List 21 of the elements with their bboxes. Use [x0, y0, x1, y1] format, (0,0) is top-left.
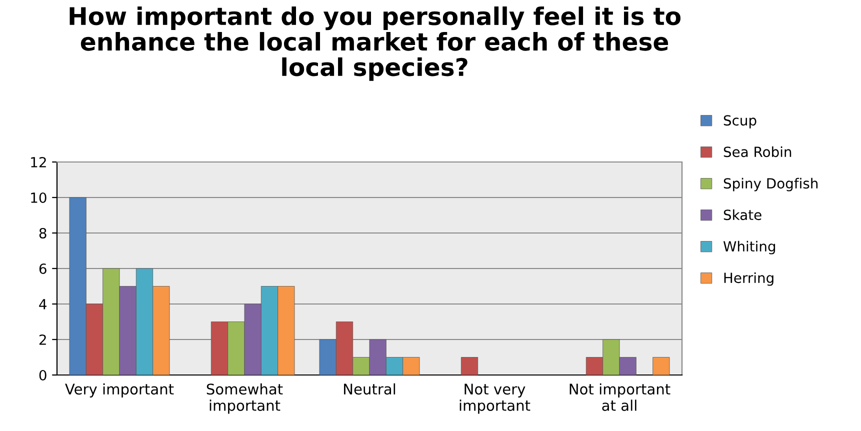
x-tick-label: Very important — [65, 383, 174, 398]
y-tick-label: 4 — [39, 299, 46, 310]
y-tick-label: 8 — [39, 228, 46, 238]
legend-label: Skate — [724, 209, 762, 220]
legend-label: Spiny Dogfish — [724, 178, 818, 192]
bar — [652, 357, 670, 375]
y-tick-label: 10 — [31, 192, 46, 203]
legend-label: Whiting — [723, 240, 776, 254]
y-tick-label: 12 — [31, 156, 46, 168]
x-tick-label: Not very important — [460, 384, 530, 414]
legend-label: Sea Robin — [724, 146, 792, 158]
legend-label: Scup — [724, 115, 756, 128]
x-tick-label: Somewhat important — [206, 383, 283, 414]
x-tick-label: Not important at all — [570, 383, 670, 411]
x-tick-label: Neutral — [344, 383, 396, 395]
bar — [460, 357, 478, 375]
y-tick-label: 2 — [39, 334, 46, 345]
chart-title: How important do you personally feel it is to enhance the local market for each of these local species? — [70, 6, 680, 81]
y-tick-label: 0 — [39, 370, 46, 380]
legend-label: Herring — [724, 272, 774, 286]
y-tick-label: 6 — [39, 263, 46, 274]
